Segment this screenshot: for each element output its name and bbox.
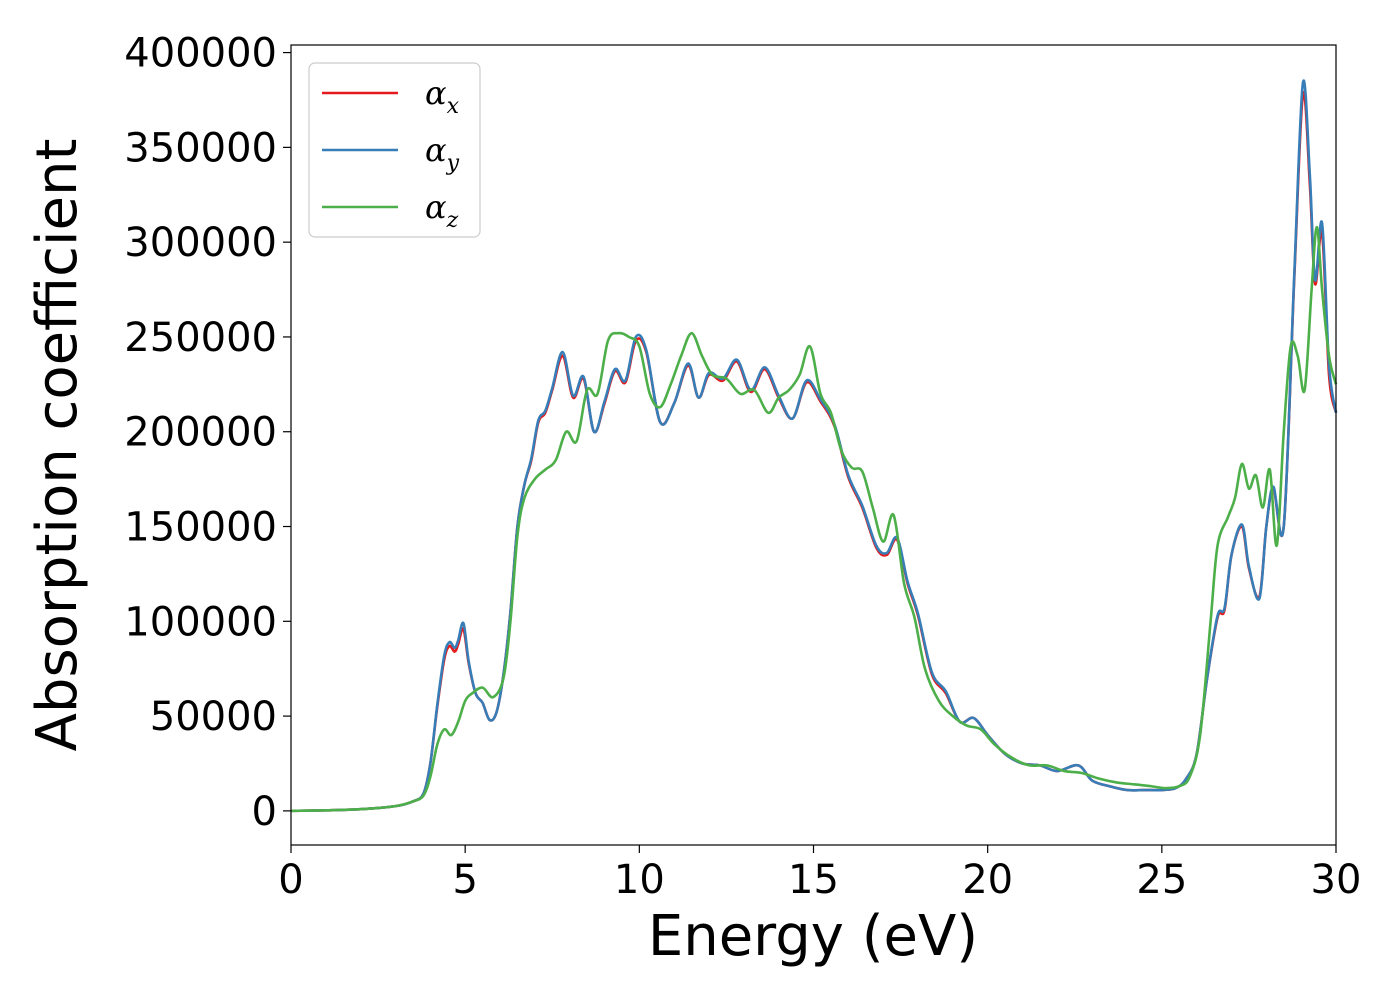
x-axis: 0 5 10 15 20 25 30 [278, 845, 1361, 903]
series-line-y [290, 79, 1338, 813]
y-axis: 0 50000 100000 150000 200000 250000 300000 3500… [124, 31, 291, 835]
x-tick-label: 5 [452, 857, 477, 903]
y-axis-label: Absorption coefficient [25, 139, 90, 752]
legend-label-z: αz [425, 188, 459, 233]
x-tick-label: 20 [962, 857, 1013, 903]
y-tick-label: 150000 [124, 505, 277, 551]
x-tick-label: 30 [1311, 857, 1362, 903]
series-line-z [290, 225, 1338, 813]
y-tick-label: 350000 [124, 125, 277, 171]
series-lines [290, 79, 1338, 813]
y-tick-label: 200000 [124, 410, 277, 456]
legend: αx αy αz [308, 62, 481, 238]
legend-label-y: αy [425, 131, 460, 176]
x-tick-label: 25 [1136, 857, 1187, 903]
x-tick-label: 15 [788, 857, 839, 903]
y-tick-label: 0 [252, 789, 277, 835]
y-tick-label: 50000 [150, 694, 277, 740]
y-tick-label: 100000 [124, 599, 277, 645]
x-tick-label: 0 [278, 857, 303, 903]
y-tick-label: 250000 [124, 315, 277, 361]
x-axis-label: Energy (eV) [648, 904, 978, 969]
x-tick-label: 10 [614, 857, 665, 903]
y-tick-label: 300000 [124, 220, 277, 266]
y-tick-label: 400000 [124, 31, 277, 77]
legend-label-x: αx [425, 74, 460, 119]
